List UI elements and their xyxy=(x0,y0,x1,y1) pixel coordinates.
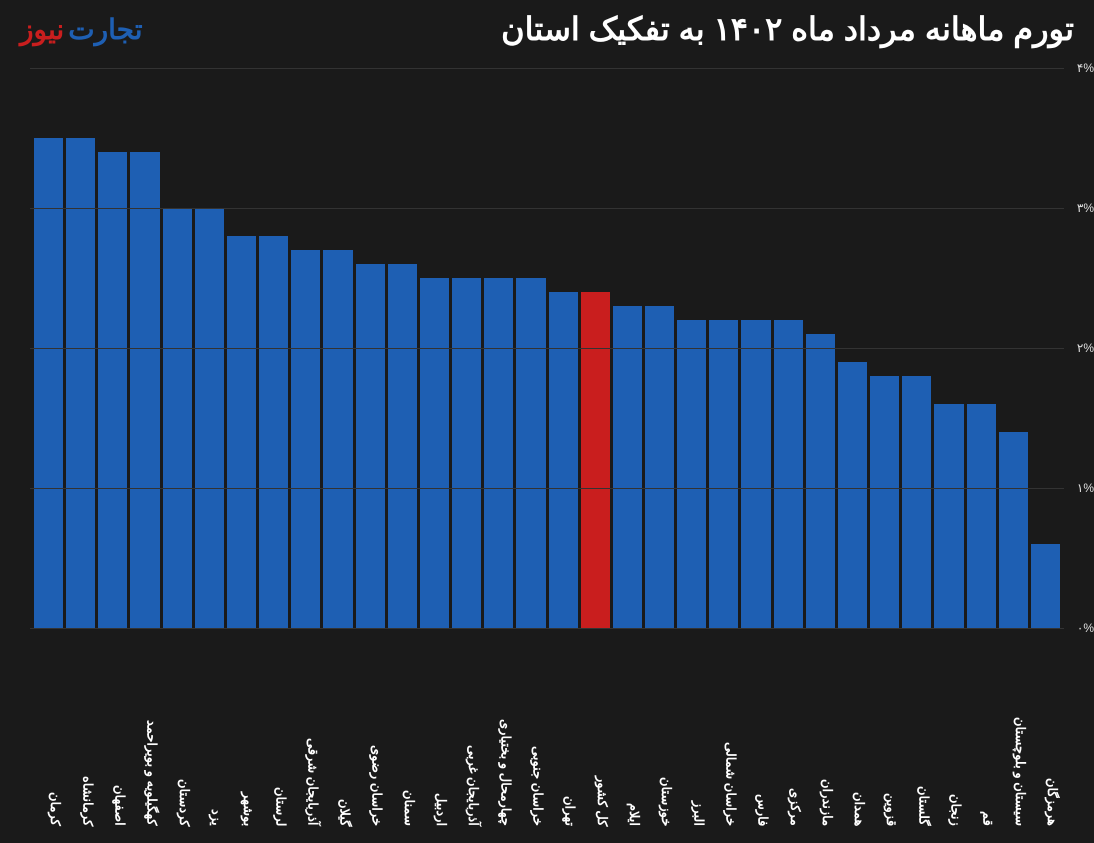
x-label: همدان xyxy=(838,636,867,826)
x-label: کرمانشاه xyxy=(66,636,95,826)
x-label: زنجان xyxy=(934,636,963,826)
x-label: کهگیلویه و بویراحمد xyxy=(130,636,159,826)
bar xyxy=(645,306,674,628)
x-label: کل کشور xyxy=(581,636,610,826)
bar xyxy=(323,250,352,628)
x-label: مرکزی xyxy=(774,636,803,826)
bar xyxy=(130,152,159,628)
x-label: خوزستان xyxy=(645,636,674,826)
bar xyxy=(34,138,63,628)
x-label: خراسان رضوی xyxy=(356,636,385,826)
chart-title: تورم ماهانه مرداد ماه ۱۴۰۲ به تفکیک استا… xyxy=(501,10,1074,48)
bar xyxy=(677,320,706,628)
x-label: تهران xyxy=(549,636,578,826)
bar xyxy=(838,362,867,628)
x-label: خراسان شمالی xyxy=(709,636,738,826)
x-label: بوشهر xyxy=(227,636,256,826)
logo-part2: نیوز xyxy=(20,13,64,46)
bar xyxy=(967,404,996,628)
gridline xyxy=(30,348,1064,349)
chart-area: ۰%۱%۲%۳%۴% xyxy=(30,68,1064,628)
x-label: آذربایجان شرقی xyxy=(291,636,320,826)
bar xyxy=(934,404,963,628)
bar xyxy=(227,236,256,628)
x-label: فارس xyxy=(741,636,770,826)
bar xyxy=(581,292,610,628)
gridline xyxy=(30,208,1064,209)
gridline xyxy=(30,628,1064,629)
x-label: سمنان xyxy=(388,636,417,826)
bar xyxy=(291,250,320,628)
bar xyxy=(484,278,513,628)
x-label: قم xyxy=(967,636,996,826)
x-label: یزد xyxy=(195,636,224,826)
x-label: گیلان xyxy=(323,636,352,826)
x-label: هرمزگان xyxy=(1031,636,1060,826)
bar xyxy=(195,208,224,628)
gridline xyxy=(30,68,1064,69)
x-label: خراسان جنوبی xyxy=(516,636,545,826)
x-label: گلستان xyxy=(902,636,931,826)
header: تورم ماهانه مرداد ماه ۱۴۰۲ به تفکیک استا… xyxy=(0,0,1094,58)
x-label: کردستان xyxy=(163,636,192,826)
x-label: لرستان xyxy=(259,636,288,826)
logo-part1: تجارت xyxy=(68,13,142,46)
bar xyxy=(452,278,481,628)
bar xyxy=(388,264,417,628)
y-tick: ۳% xyxy=(1077,201,1094,215)
bar xyxy=(613,306,642,628)
x-label: اصفهان xyxy=(98,636,127,826)
y-tick: ۴% xyxy=(1077,61,1094,75)
x-label: ایلام xyxy=(613,636,642,826)
x-label: اردبیل xyxy=(420,636,449,826)
x-label: کرمان xyxy=(34,636,63,826)
x-label: آذربایجان غربی xyxy=(452,636,481,826)
bar xyxy=(98,152,127,628)
bar xyxy=(806,334,835,628)
x-label: البرز xyxy=(677,636,706,826)
bar xyxy=(709,320,738,628)
bar xyxy=(516,278,545,628)
bar xyxy=(259,236,288,628)
bar xyxy=(66,138,95,628)
x-axis-labels: کرمانکرمانشاهاصفهانکهگیلویه و بویراحمدکر… xyxy=(30,636,1064,826)
bar xyxy=(420,278,449,628)
x-label: چهارمحال و بختیاری xyxy=(484,636,513,826)
bar xyxy=(741,320,770,628)
brand-logo: تجارت نیوز xyxy=(20,13,143,46)
y-tick: ۰% xyxy=(1077,621,1094,635)
bar xyxy=(549,292,578,628)
bar xyxy=(1031,544,1060,628)
y-tick: ۱% xyxy=(1077,481,1094,495)
bar xyxy=(902,376,931,628)
x-label: سیستان و بلوچستان xyxy=(999,636,1028,826)
bar xyxy=(774,320,803,628)
bar xyxy=(870,376,899,628)
bar xyxy=(999,432,1028,628)
x-label: قزوین xyxy=(870,636,899,826)
gridline xyxy=(30,488,1064,489)
bar xyxy=(163,208,192,628)
y-tick: ۲% xyxy=(1077,341,1094,355)
bar xyxy=(356,264,385,628)
x-label: مازندران xyxy=(806,636,835,826)
y-axis: ۰%۱%۲%۳%۴% xyxy=(1064,68,1094,628)
